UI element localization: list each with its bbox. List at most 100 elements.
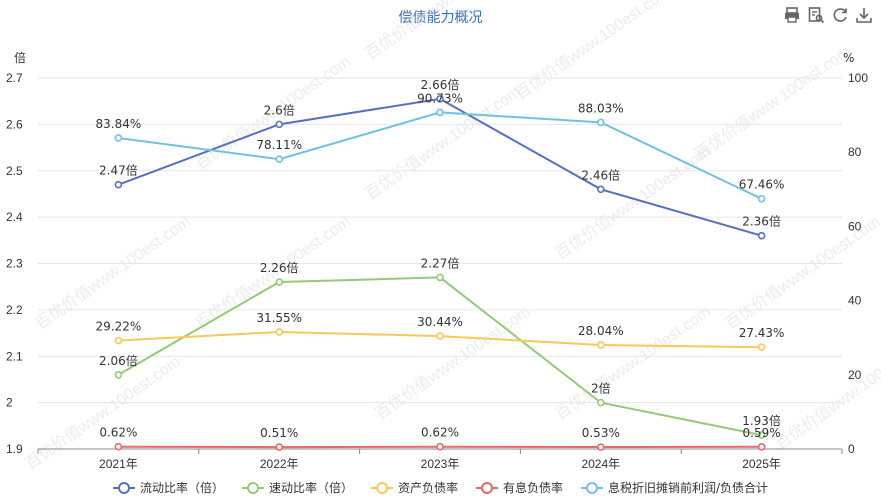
data-point: [275, 278, 284, 286]
data-point: [596, 341, 605, 349]
y-right-tick-label: 60: [848, 219, 862, 233]
y-left-tick-label: 2.5: [6, 164, 23, 178]
data-point: [114, 134, 123, 142]
data-label: 2.26倍: [260, 260, 299, 275]
legend-label: 速动比率（倍）: [268, 481, 353, 495]
data-point: [757, 231, 766, 240]
axes: 1.9 2 2.1 2.2 2.3 2.4 2.5 2.6 2.7 0 20 40 60 80 100 倍 % 2…: [6, 50, 868, 471]
data-labels: 2.47倍 2.6倍 2.66倍 2.46倍 2.36倍 2.06倍 2.26倍 2.27倍 2…: [96, 77, 785, 440]
watermark-text: 百优价值www.100est.com: [22, 352, 184, 473]
y-left-tick-label: 2.4: [6, 210, 23, 224]
watermark-text: 百优价值www.100est.com: [772, 332, 881, 453]
data-point: [275, 120, 284, 129]
y-left-tick-label: 2.3: [6, 257, 23, 271]
data-label: 31.55%: [256, 311, 302, 325]
series-layer: [114, 95, 766, 451]
data-label: 30.44%: [417, 315, 463, 329]
data-label: 28.04%: [578, 324, 624, 338]
data-label: 2.27倍: [421, 255, 460, 270]
legend-marker-icon: [581, 481, 603, 494]
data-point: [757, 194, 766, 203]
data-label: 0.62%: [99, 426, 137, 440]
legend: 流动比率（倍） 速动比率（倍） 资产负债率 有息负债率 息税折旧摊销前利润/负债合计: [0, 479, 881, 496]
data-label: 2.6倍: [264, 102, 295, 117]
data-label: 90.73%: [417, 91, 463, 105]
y-left-tick-label: 2.7: [6, 71, 23, 85]
legend-label: 流动比率（倍）: [139, 481, 224, 495]
data-point: [114, 442, 123, 451]
data-label: 0.53%: [582, 426, 620, 440]
watermark-text: 百优价值www.100est.com: [552, 302, 714, 423]
y-right-tick-label: 40: [848, 294, 862, 308]
y-right-tick-label: 100: [848, 71, 868, 85]
data-view-icon[interactable]: [807, 6, 825, 24]
data-point: [596, 118, 605, 127]
data-label: 78.11%: [256, 138, 302, 152]
legend-item[interactable]: 有息负债率: [475, 479, 563, 496]
legend-marker-icon: [475, 481, 498, 494]
data-point: [436, 273, 444, 282]
data-point: [757, 431, 766, 439]
data-point: [114, 370, 123, 379]
watermark-text: 百优价值www.100est.com: [362, 0, 524, 63]
y-left-tick-label: 1.9: [6, 442, 23, 456]
y-left-tick-label: 2.1: [6, 349, 23, 363]
y-right-tick-label: 20: [848, 368, 862, 382]
data-label: 2.46倍: [581, 167, 620, 182]
legend-marker-icon: [241, 481, 264, 494]
download-icon[interactable]: [855, 6, 873, 24]
x-tick-label: 2021年: [99, 457, 138, 471]
x-tick-label: 2025年: [742, 457, 781, 471]
data-point: [275, 443, 284, 451]
print-icon[interactable]: [783, 6, 801, 24]
y-right-unit: %: [843, 51, 854, 65]
legend-item[interactable]: 息税折旧摊销前利润/负债合计: [581, 479, 768, 496]
data-label: 2.36倍: [742, 214, 781, 229]
watermark-text: 百优价值www.100est.com: [552, 142, 714, 263]
watermark-text: 百优价值www.100est.com: [32, 212, 194, 333]
legend-marker-icon: [112, 481, 135, 494]
legend-marker-icon: [370, 481, 393, 494]
data-point: [275, 328, 284, 336]
y-left-unit: 倍: [14, 50, 26, 65]
data-point: [436, 95, 444, 103]
data-point: [436, 108, 444, 117]
y-right-tick-label: 0: [848, 442, 855, 456]
chart-title: 偿债能力概况: [398, 10, 483, 26]
data-label: 83.84%: [96, 117, 142, 131]
data-point: [596, 398, 605, 407]
data-label: 29.22%: [96, 320, 142, 334]
data-point: [596, 185, 605, 194]
data-point: [436, 442, 444, 451]
legend-label: 息税折旧摊销前利润/负债合计: [608, 481, 769, 495]
data-point: [114, 180, 123, 189]
data-label: 67.46%: [739, 178, 785, 192]
toolbox: [783, 6, 873, 24]
refresh-icon[interactable]: [831, 6, 849, 24]
y-left-tick-label: 2: [6, 396, 13, 410]
data-label: 2倍: [591, 381, 611, 396]
data-point: [757, 443, 766, 451]
y-left-tick-label: 2.2: [6, 303, 23, 317]
x-tick-label: 2022年: [260, 457, 299, 471]
data-label: 88.03%: [578, 101, 624, 115]
watermark-text: 百优价值www.100est.com: [692, 42, 854, 163]
legend-item[interactable]: 流动比率（倍）: [112, 479, 224, 496]
legend-item[interactable]: 速动比率（倍）: [241, 479, 353, 496]
legend-label: 有息负债率: [502, 481, 563, 495]
x-tick-label: 2023年: [421, 457, 460, 471]
watermark-text: 百优价值www.100est.com: [512, 0, 674, 103]
data-point: [436, 332, 444, 340]
data-label: 2.47倍: [99, 163, 138, 178]
y-right-tick-label: 80: [848, 145, 862, 159]
data-label: 27.43%: [739, 326, 785, 340]
data-label: 0.59%: [743, 426, 781, 440]
data-label: 2.66倍: [421, 77, 460, 92]
legend-label: 资产负债率: [397, 481, 458, 495]
data-point: [114, 336, 123, 345]
x-tick-label: 2024年: [581, 457, 620, 471]
legend-item[interactable]: 资产负债率: [370, 479, 458, 496]
data-point: [596, 443, 605, 451]
y-left-tick-label: 2.6: [6, 117, 23, 131]
